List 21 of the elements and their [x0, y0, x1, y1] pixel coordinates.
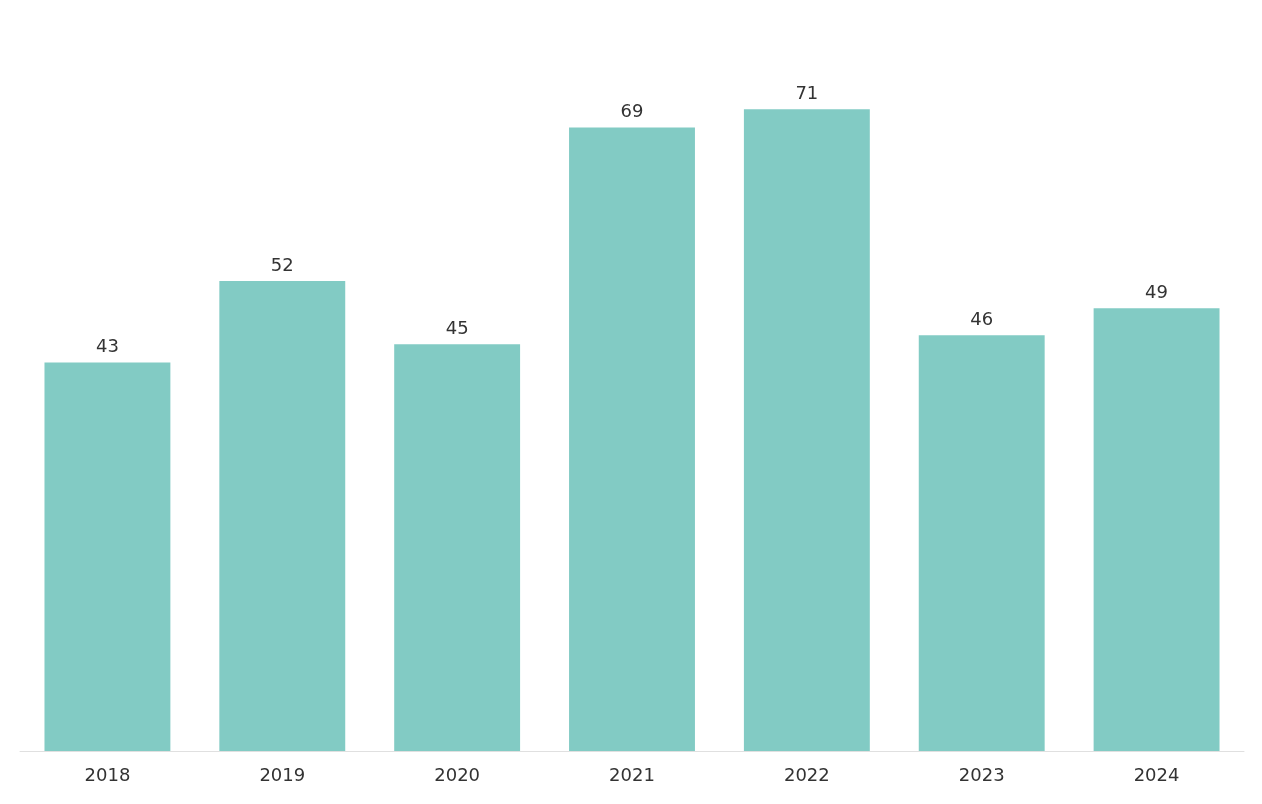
- x-tick-label: 2020: [434, 763, 481, 785]
- x-tick-label: 2019: [259, 763, 306, 785]
- bar: [743, 109, 870, 751]
- x-tick-label: 2023: [958, 763, 1005, 785]
- bar: [219, 281, 346, 751]
- x-tick-label: 2018: [84, 763, 131, 785]
- bar: [918, 335, 1045, 751]
- x-tick-label: 2022: [783, 763, 830, 785]
- data-label: 52: [270, 253, 294, 275]
- data-label: 71: [795, 81, 819, 103]
- x-tick-label: 2021: [609, 763, 655, 785]
- x-tick-label: 2024: [1133, 763, 1180, 785]
- bar: [1093, 308, 1220, 751]
- data-label: 49: [1145, 280, 1169, 302]
- bar: [44, 362, 171, 751]
- bar: [394, 344, 521, 751]
- data-label: 69: [620, 99, 644, 121]
- bar: [569, 127, 695, 751]
- data-label: 45: [445, 316, 469, 338]
- data-label: 46: [970, 307, 994, 329]
- data-label: 43: [95, 334, 119, 356]
